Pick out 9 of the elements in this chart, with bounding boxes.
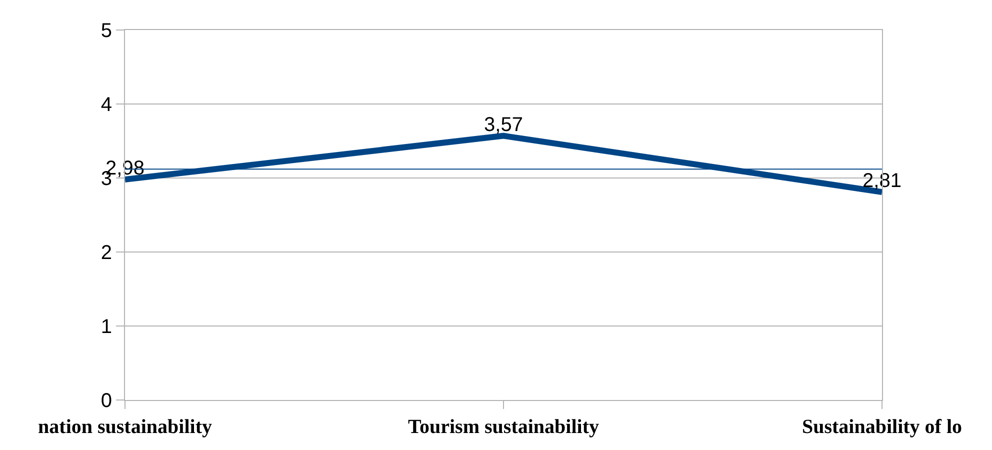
y-tick-label: 4 bbox=[100, 94, 112, 116]
y-tick-label: 0 bbox=[100, 390, 112, 412]
y-tick-label: 2 bbox=[100, 242, 112, 264]
y-tick-label: 5 bbox=[100, 20, 112, 42]
data-label: 3,57 bbox=[484, 114, 523, 136]
y-tick-label: 1 bbox=[100, 316, 112, 338]
x-tick-label: Tourism sustainability bbox=[408, 416, 599, 438]
x-tick-label: nation sustainability bbox=[38, 416, 212, 438]
x-tick-label: Sustainability of lo bbox=[802, 416, 962, 438]
